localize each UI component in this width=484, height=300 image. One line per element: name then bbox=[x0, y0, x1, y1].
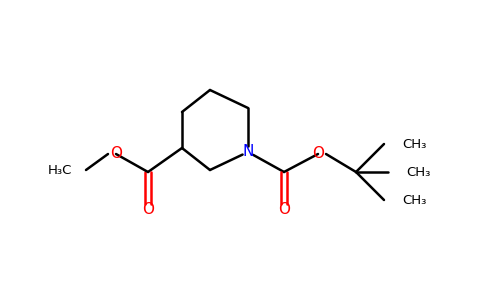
Text: CH₃: CH₃ bbox=[406, 166, 430, 178]
Text: CH₃: CH₃ bbox=[402, 194, 426, 206]
Text: CH₃: CH₃ bbox=[402, 137, 426, 151]
Text: O: O bbox=[142, 202, 154, 217]
Text: O: O bbox=[278, 202, 290, 217]
Text: H₃C: H₃C bbox=[47, 164, 72, 176]
Text: O: O bbox=[312, 146, 324, 161]
Text: N: N bbox=[242, 145, 254, 160]
Text: O: O bbox=[110, 146, 122, 161]
